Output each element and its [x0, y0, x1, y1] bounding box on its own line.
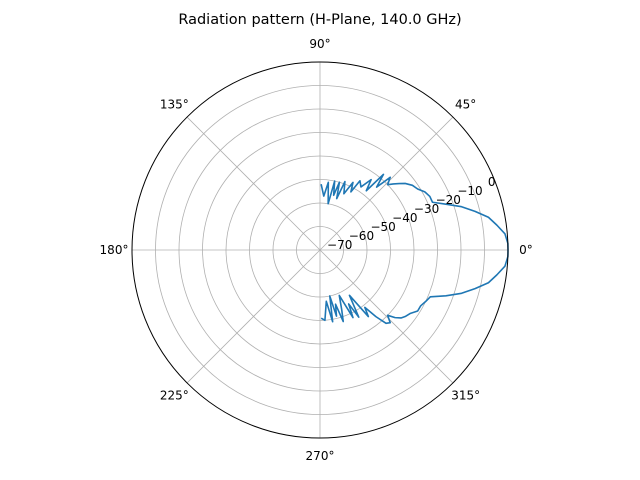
angle-tick-label: 180° — [100, 243, 129, 257]
polar-frame — [131, 61, 509, 439]
angle-tick-label: 90° — [309, 37, 330, 51]
angle-tick-label: 270° — [306, 449, 335, 463]
radius-tick-label: −40 — [392, 211, 417, 225]
grid-spoke — [186, 249, 321, 384]
radius-tick-label: −20 — [436, 193, 461, 207]
angle-tick-labels: 0° 45° 90° 135° 180° 225° 270° 315° — [100, 37, 533, 463]
radius-tick-label: −50 — [370, 220, 395, 234]
chart-title: Radiation pattern (H-Plane, 140.0 GHz) — [178, 12, 462, 28]
radius-tick-label: −10 — [457, 184, 482, 198]
radius-tick-labels: −70−60−50−40−30−20−10 0 — [327, 175, 495, 252]
radius-tick-label: −70 — [327, 238, 352, 252]
radius-tick-label: 0 — [488, 175, 496, 189]
angle-tick-label: 0° — [519, 243, 533, 257]
angular-grid — [132, 62, 508, 438]
grid-spoke — [319, 116, 454, 251]
grid-spoke — [319, 249, 454, 384]
angle-tick-label: 45° — [455, 97, 476, 111]
angle-tick-label: 135° — [160, 97, 189, 111]
angle-tick-label: 315° — [451, 389, 480, 403]
radius-tick-label: −60 — [349, 229, 374, 243]
radius-tick-label: −30 — [414, 202, 439, 216]
grid-spoke — [186, 116, 321, 251]
angle-tick-label: 225° — [160, 389, 189, 403]
